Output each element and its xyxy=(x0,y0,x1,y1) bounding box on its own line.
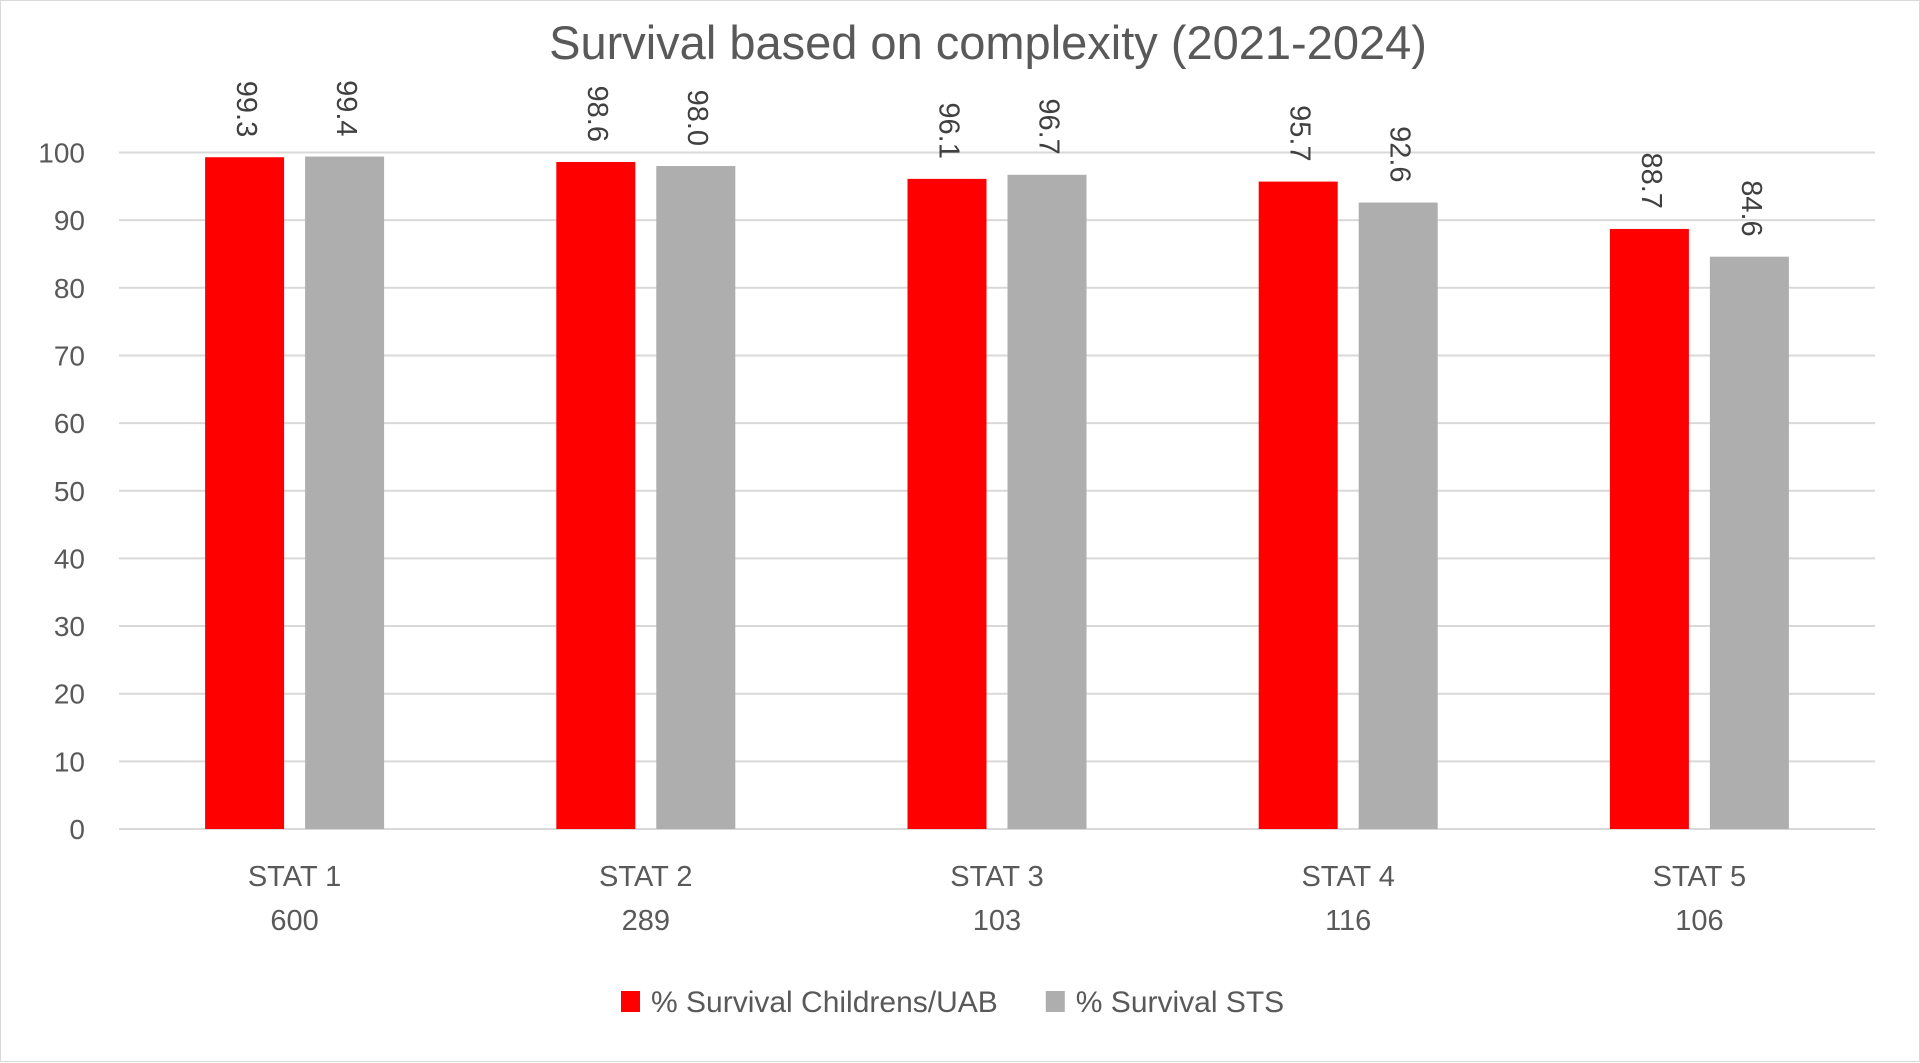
data-label: 98.6 xyxy=(581,86,613,142)
y-tick-label: 50 xyxy=(54,476,85,507)
y-tick-label: 80 xyxy=(54,273,85,304)
y-tick-label: 40 xyxy=(54,543,85,574)
legend-label: % Survival STS xyxy=(1076,986,1284,1019)
category-count: 103 xyxy=(973,905,1021,937)
bar-stat-5-series-2 xyxy=(1709,256,1789,829)
category-label: STAT 3 xyxy=(950,861,1043,893)
bar-stat-2-series-2 xyxy=(656,166,736,829)
category-label: STAT 1 xyxy=(248,861,341,893)
category-count: 600 xyxy=(270,905,318,937)
y-tick-label: 20 xyxy=(54,679,85,710)
bar-stat-4-series-1 xyxy=(1258,181,1338,830)
y-axis: 0 10 20 30 40 50 60 70 80 90 100 xyxy=(38,138,85,846)
y-tick-label: 10 xyxy=(54,746,85,777)
bar-stat-3-series-2 xyxy=(1007,174,1087,830)
category-label: STAT 4 xyxy=(1301,861,1394,893)
y-tick-label: 90 xyxy=(54,205,85,236)
bar-stat-3-series-1 xyxy=(907,178,987,830)
data-label: 84.6 xyxy=(1735,180,1767,236)
bar-stat-1-series-2 xyxy=(305,156,385,829)
y-tick-label: 70 xyxy=(54,340,85,371)
category-label: STAT 2 xyxy=(599,861,692,893)
data-label: 95.7 xyxy=(1284,105,1316,161)
x-axis: STAT 1 600 STAT 2 289 STAT 3 103 STAT 4 116 STAT… xyxy=(248,861,1746,937)
data-label: 92.6 xyxy=(1384,126,1416,182)
legend: % Survival Childrens/UAB % Survival STS xyxy=(621,986,1284,1019)
legend-swatch xyxy=(621,991,640,1012)
y-tick-label: 100 xyxy=(38,138,85,169)
data-label: 99.4 xyxy=(330,80,362,136)
category-label: STAT 5 xyxy=(1653,861,1746,893)
data-label: 88.7 xyxy=(1635,152,1667,208)
gridlines xyxy=(119,151,1875,830)
bar-stat-5-series-1 xyxy=(1609,228,1689,829)
legend-label: % Survival Childrens/UAB xyxy=(651,986,998,1019)
category-count: 116 xyxy=(1325,905,1371,937)
data-labels: 99.3 99.4 98.6 98.0 96.1 96.7 95.7 92.6 88.7 84.6 xyxy=(230,80,1767,237)
bar-stat-4-series-2 xyxy=(1358,202,1438,829)
category-count: 106 xyxy=(1675,905,1723,937)
chart-title: Survival based on complexity (2021-2024) xyxy=(549,16,1427,69)
category-count: 289 xyxy=(622,905,670,937)
legend-swatch xyxy=(1045,991,1065,1012)
data-label: 99.3 xyxy=(230,81,262,137)
data-label: 96.7 xyxy=(1032,98,1064,154)
y-tick-label: 30 xyxy=(54,611,85,642)
bar-stat-2-series-1 xyxy=(556,161,636,829)
y-tick-label: 0 xyxy=(69,814,85,845)
y-tick-label: 60 xyxy=(54,408,85,439)
bar-stat-1-series-1 xyxy=(205,157,285,830)
data-label: 96.1 xyxy=(932,102,964,158)
bars xyxy=(205,156,1789,830)
data-label: 98.0 xyxy=(681,90,713,146)
